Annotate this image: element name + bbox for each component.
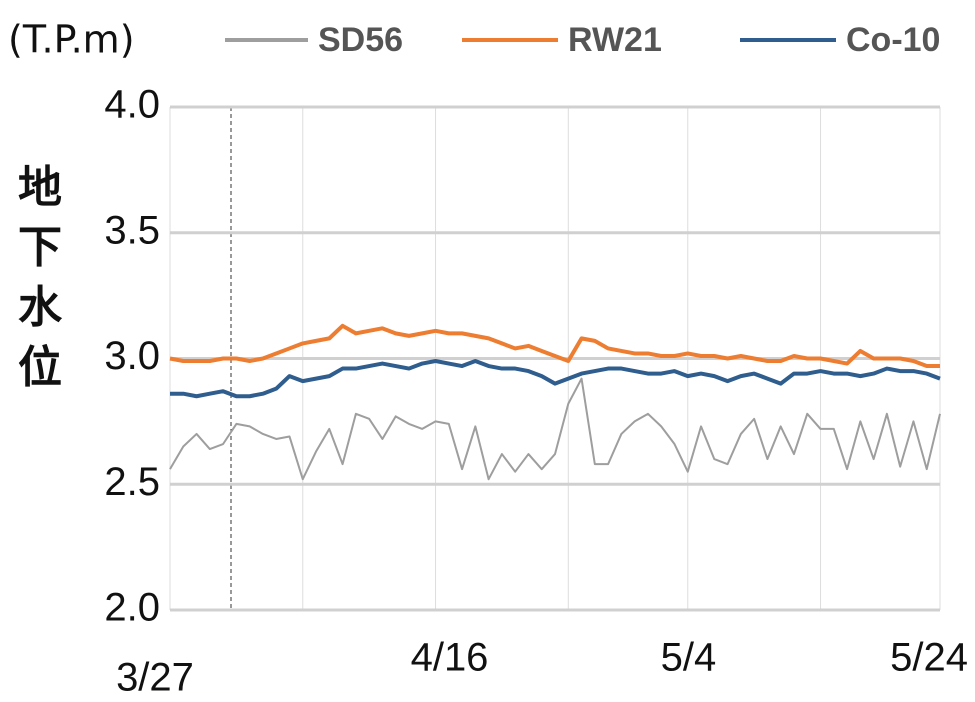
y-axis-label-char: 地 <box>18 162 62 213</box>
y-tick-label: 2.0 <box>104 586 160 630</box>
series-line <box>169 323 940 369</box>
legend-label: SD56 <box>318 21 403 59</box>
y-axis-label-char: 位 <box>18 342 62 393</box>
x-tick-label: 5/24 <box>890 636 968 680</box>
y-axis-label-char: 下 <box>18 222 62 273</box>
series-line <box>170 359 941 399</box>
x-tick-label: 3/27 <box>116 656 194 700</box>
y-axis-label-char: 水 <box>18 282 63 333</box>
y-tick-label: 2.5 <box>104 460 160 504</box>
series-line <box>169 377 941 481</box>
x-tick-label: 5/4 <box>661 636 717 680</box>
y-unit: (T.P.m) <box>8 18 135 62</box>
y-tick-label: 4.0 <box>104 83 160 127</box>
legend-label: RW21 <box>568 21 662 59</box>
y-tick-label: 3.0 <box>104 334 160 378</box>
y-axis-label: 地下水位 <box>18 162 63 393</box>
x-tick-label: 4/16 <box>411 636 489 680</box>
y-tick-label: 3.5 <box>104 208 160 252</box>
legend-label: Co-10 <box>846 21 940 59</box>
